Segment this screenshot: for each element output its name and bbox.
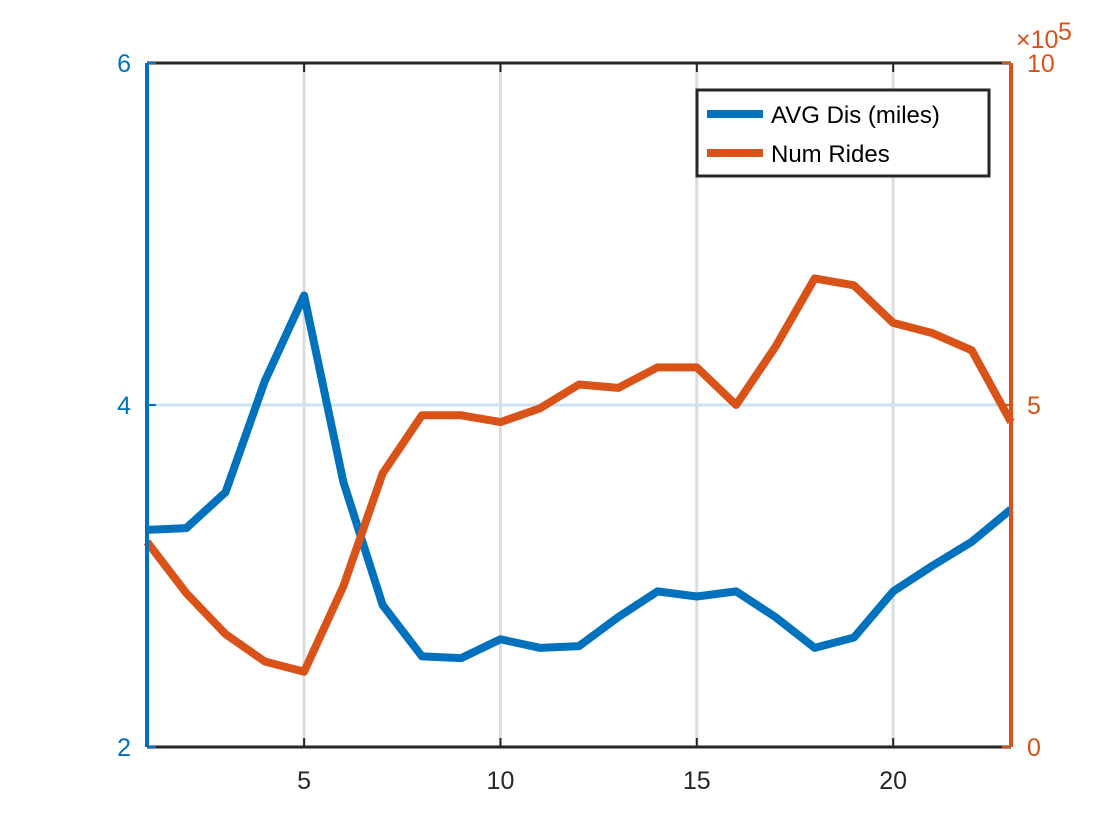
tick-labels: 5 10 15 20 2 4 6 0 5 10 [117,50,1055,795]
series-line-num-rides [143,274,1015,676]
right-tick-label-1: 5 [1027,392,1041,420]
axes [145,61,1013,749]
legend-label-avg-dis: AVG Dis (miles) [771,102,940,129]
exponent-power-text: 5 [1058,18,1072,46]
exponent-base-text: ×10 [1016,26,1058,54]
x-tick-label-15: 15 [683,767,711,795]
x-tick-label-10: 10 [487,767,515,795]
legend-box [695,88,991,178]
legend: AVG Dis (miles) Num Rides [695,88,991,178]
series-line-avg-dis [146,291,1014,663]
x-tick-label-20: 20 [879,767,907,795]
x-tick-label-5: 5 [297,767,311,795]
left-tick-label-2: 2 [117,734,131,762]
right-tick-label-2: 10 [1027,50,1055,78]
left-tick-label-6: 6 [117,50,131,78]
legend-label-num-rides: Num Rides [771,141,890,168]
series-lines [143,274,1015,676]
left-tick-label-4: 4 [117,392,131,420]
right-tick-label-0: 0 [1027,734,1041,762]
right-axis-exponent-label: ×10 5 [1016,18,1072,54]
